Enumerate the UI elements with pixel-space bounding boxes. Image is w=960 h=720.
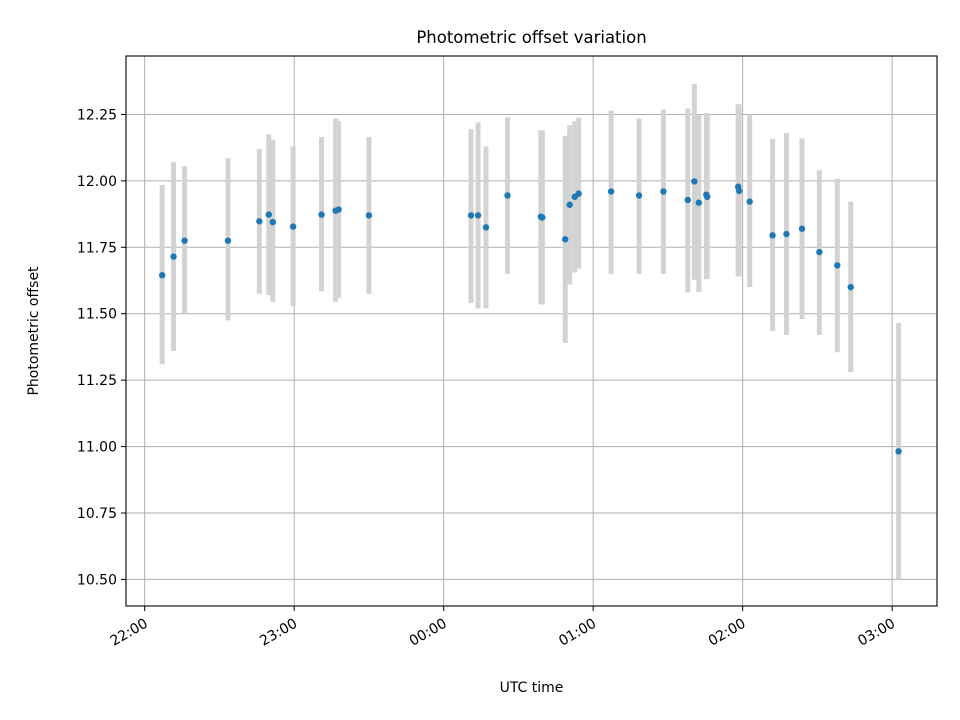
data-point — [504, 192, 511, 199]
data-point — [318, 211, 325, 218]
y-tick-label: 11.50 — [77, 307, 117, 323]
data-point — [575, 190, 582, 197]
data-point — [170, 253, 177, 260]
data-point — [539, 214, 546, 221]
y-tick-label: 11.00 — [77, 440, 117, 456]
x-axis-label: UTC time — [500, 680, 564, 696]
data-point — [816, 248, 823, 256]
data-point — [847, 283, 854, 291]
data-point — [158, 272, 166, 279]
data-point — [895, 448, 902, 455]
y-tick-label: 12.25 — [77, 107, 117, 123]
data-point — [181, 237, 188, 244]
data-point — [736, 187, 743, 195]
data-point — [289, 223, 297, 230]
y-tick-label: 11.25 — [77, 373, 117, 389]
data-point — [474, 212, 482, 219]
data-points — [158, 178, 902, 455]
y-tick-label: 11.75 — [77, 240, 117, 256]
data-point — [769, 232, 776, 239]
data-point — [635, 192, 643, 199]
data-point — [265, 211, 272, 218]
data-point — [607, 188, 615, 195]
y-tick-label: 10.50 — [77, 572, 117, 588]
data-point — [695, 199, 703, 206]
data-point — [224, 237, 232, 244]
data-point — [834, 262, 841, 269]
data-point — [566, 201, 573, 208]
data-point — [691, 178, 698, 185]
data-point — [746, 198, 753, 205]
chart-title: Photometric offset variation — [416, 28, 646, 47]
y-tick-label: 10.75 — [77, 506, 117, 522]
data-point — [660, 188, 667, 195]
data-point — [335, 206, 342, 213]
data-point — [269, 218, 277, 226]
data-point — [798, 225, 806, 232]
data-point — [467, 212, 475, 219]
data-point — [256, 218, 263, 225]
y-tick-label: 12.00 — [77, 174, 117, 190]
y-axis-ticks: 10.50 10.75 11.00 11.25 11.50 11.75 12.00 12.25 — [77, 107, 126, 588]
data-point — [562, 236, 569, 243]
data-point — [783, 230, 790, 238]
y-axis-label: Photometric offset — [26, 266, 42, 396]
plot-area-frame — [125, 55, 938, 607]
data-point — [704, 193, 711, 201]
data-point — [684, 196, 691, 204]
data-point — [365, 212, 373, 219]
data-point — [482, 224, 490, 231]
